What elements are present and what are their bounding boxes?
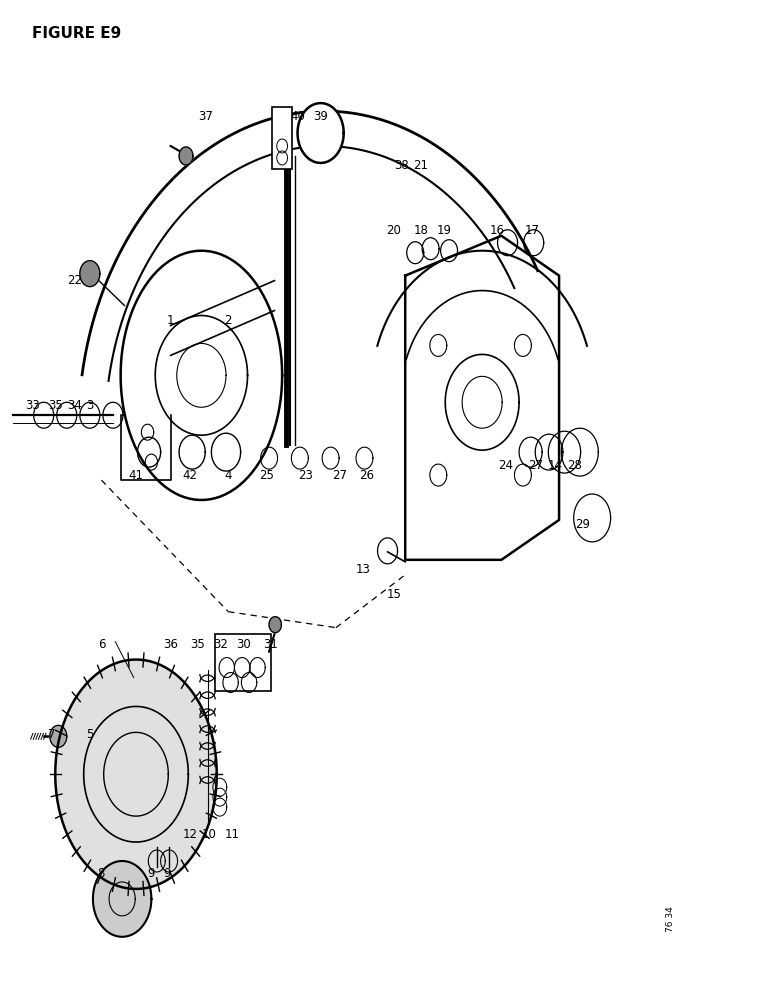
- Text: 20: 20: [386, 224, 401, 237]
- Text: 30: 30: [236, 638, 251, 651]
- Text: 9: 9: [163, 867, 171, 880]
- Text: 37: 37: [198, 110, 212, 123]
- Text: 27: 27: [529, 459, 543, 472]
- Text: 35: 35: [190, 638, 205, 651]
- Text: 5: 5: [86, 728, 93, 741]
- Text: 14: 14: [547, 459, 563, 472]
- Bar: [273, 107, 292, 169]
- Text: 13: 13: [355, 563, 371, 576]
- Text: 6: 6: [97, 638, 105, 651]
- Text: 27: 27: [333, 469, 347, 482]
- Text: 19: 19: [436, 224, 451, 237]
- Text: 42: 42: [182, 469, 198, 482]
- Text: 36: 36: [163, 638, 178, 651]
- Text: 38: 38: [394, 159, 408, 172]
- Text: 28: 28: [567, 459, 582, 472]
- Text: 10: 10: [201, 828, 216, 841]
- Text: 3: 3: [86, 399, 93, 412]
- Text: 2: 2: [225, 314, 232, 327]
- Text: 16: 16: [490, 224, 505, 237]
- Text: 33: 33: [25, 399, 39, 412]
- Polygon shape: [269, 617, 281, 633]
- Polygon shape: [297, 103, 344, 163]
- Text: 40: 40: [290, 110, 305, 123]
- Polygon shape: [56, 660, 217, 889]
- Text: 76 34: 76 34: [666, 906, 675, 932]
- Text: 17: 17: [525, 224, 540, 237]
- Polygon shape: [80, 261, 100, 287]
- Text: 26: 26: [359, 469, 374, 482]
- Text: 7: 7: [48, 728, 55, 741]
- Text: 23: 23: [298, 469, 313, 482]
- Text: 9: 9: [147, 867, 155, 880]
- Text: 24: 24: [498, 459, 513, 472]
- Text: 22: 22: [67, 274, 82, 287]
- Text: 21: 21: [413, 159, 428, 172]
- Polygon shape: [179, 147, 193, 165]
- Text: FIGURE E9: FIGURE E9: [32, 26, 121, 41]
- Text: 11: 11: [225, 828, 239, 841]
- Text: 8: 8: [98, 867, 105, 880]
- Text: 12: 12: [182, 828, 198, 841]
- Text: 34: 34: [67, 399, 82, 412]
- Text: 35: 35: [48, 399, 63, 412]
- Text: 41: 41: [128, 469, 144, 482]
- Text: 1: 1: [167, 314, 174, 327]
- Bar: [215, 634, 271, 691]
- Text: 31: 31: [263, 638, 278, 651]
- Text: 4: 4: [225, 469, 232, 482]
- Text: 25: 25: [259, 469, 274, 482]
- Text: 29: 29: [574, 518, 590, 531]
- Text: 15: 15: [386, 588, 401, 601]
- Text: 39: 39: [313, 110, 328, 123]
- Polygon shape: [93, 861, 151, 937]
- Polygon shape: [50, 725, 66, 747]
- Text: 18: 18: [413, 224, 428, 237]
- Text: 32: 32: [213, 638, 228, 651]
